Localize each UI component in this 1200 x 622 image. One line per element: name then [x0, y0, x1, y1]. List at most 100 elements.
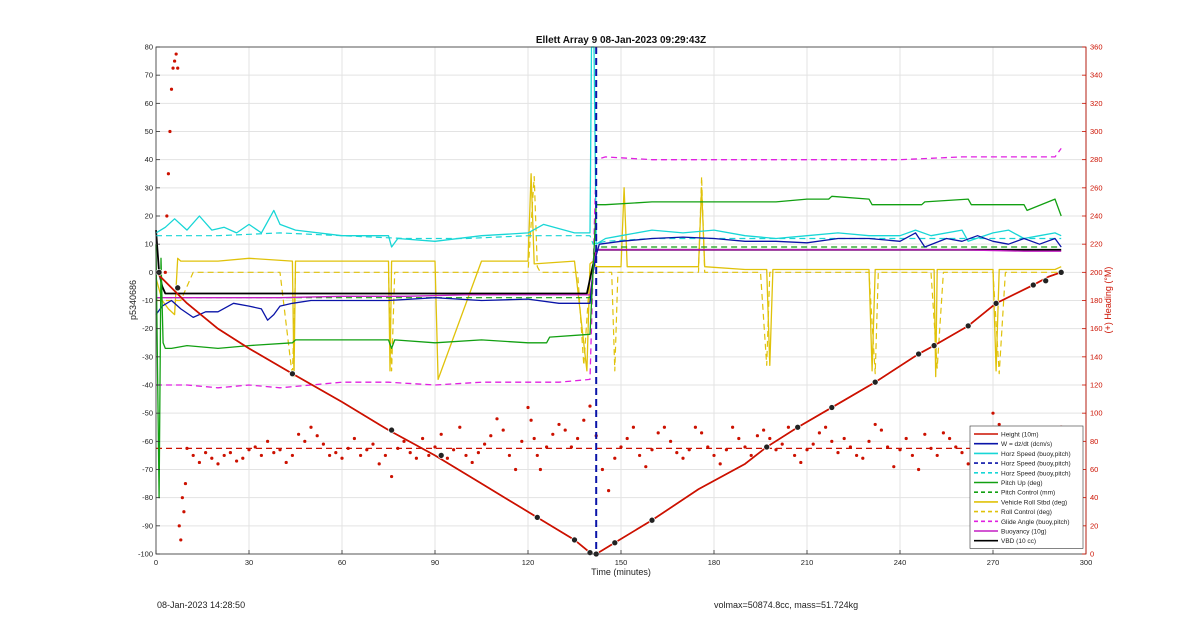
heading-point — [520, 439, 524, 443]
heading-point — [830, 439, 834, 443]
heading-point — [743, 445, 747, 449]
heading-point — [309, 425, 313, 429]
height-marker — [571, 536, 578, 544]
heading-point — [892, 465, 896, 469]
legend-label: Height (10m) — [1001, 432, 1039, 439]
heading-point — [179, 538, 183, 542]
series-pitch-up-deg — [155, 195, 1062, 499]
heading-point — [495, 417, 499, 421]
y-tick-label: -80 — [142, 493, 153, 502]
heading-point — [452, 448, 456, 452]
heading-point — [176, 66, 180, 70]
height-marker — [648, 516, 656, 524]
height-marker — [964, 322, 972, 330]
y-tick-label: -50 — [142, 409, 153, 418]
heading-point — [588, 404, 592, 408]
heading-point — [168, 129, 172, 134]
heading-point — [582, 418, 586, 422]
legend-label: W = dz/dt (dcm/s) — [1001, 441, 1052, 448]
legend-label: VBD (10 cc) — [1001, 538, 1036, 545]
y-right-tick-label: 20 — [1090, 521, 1098, 530]
x-tick-label: 90 — [431, 558, 439, 567]
heading-point — [799, 460, 803, 465]
heading-point — [731, 425, 735, 429]
series-horz-speed-buoy-pitch-dashed — [156, 232, 1062, 245]
y-right-tick-label: 300 — [1090, 127, 1103, 136]
heading-point — [700, 431, 704, 435]
y-tick-label: 10 — [145, 240, 153, 249]
legend-label: Pitch Up (deg) — [1001, 480, 1043, 487]
heading-point — [180, 496, 184, 500]
y-tick-label: 30 — [145, 183, 153, 192]
series-vehicle-roll-stbd-deg — [155, 173, 1062, 381]
x-tick-label: 300 — [1080, 558, 1093, 567]
y-right-tick-label: 280 — [1090, 155, 1103, 164]
heading-point — [222, 453, 226, 458]
footer-stats: volmax=50874.8cc, mass=51.724kg — [714, 600, 859, 610]
x-tick-label: 240 — [894, 558, 907, 567]
height-marker — [1029, 281, 1037, 289]
heading-point — [917, 467, 921, 472]
heading-point — [169, 87, 174, 91]
height-marker — [992, 299, 1000, 307]
height-marker — [1057, 268, 1065, 276]
heading-point — [836, 451, 840, 455]
heading-point — [749, 453, 753, 458]
y-right-tick-label: 200 — [1090, 268, 1103, 277]
heading-point — [177, 524, 181, 528]
heading-point — [315, 434, 319, 438]
heading-point — [352, 436, 356, 441]
y-right-tick-label: 60 — [1090, 465, 1098, 474]
heading-point — [514, 467, 518, 472]
height-marker — [763, 443, 771, 451]
heading-point — [340, 456, 344, 460]
y-right-tick-label: 0 — [1090, 550, 1094, 559]
heading-point — [414, 456, 418, 460]
y-right-tick-label: 340 — [1090, 71, 1103, 80]
heading-point — [334, 451, 338, 455]
y-tick-label: -30 — [142, 352, 153, 361]
heading-point — [737, 436, 741, 441]
heading-point — [557, 422, 561, 427]
x-tick-label: 0 — [154, 558, 158, 567]
heading-point — [204, 451, 208, 455]
heading-point — [163, 270, 167, 274]
heading-point — [439, 432, 443, 436]
height-marker — [289, 370, 296, 378]
heading-point — [371, 442, 375, 446]
y-tick-label: -20 — [142, 324, 153, 333]
legend-label: Buoyancy (10g) — [1001, 529, 1047, 536]
heading-point — [948, 436, 952, 441]
heading-point — [259, 453, 263, 458]
heading-point — [563, 428, 567, 432]
heading-point — [824, 425, 828, 429]
heading-point — [507, 453, 511, 458]
series-w-dz-dt-dcm-s — [155, 232, 1062, 321]
height-marker — [1042, 277, 1050, 285]
y-right-tick-label: 240 — [1090, 212, 1103, 221]
heading-point — [873, 422, 877, 427]
y-tick-label: 40 — [145, 155, 153, 164]
heading-point — [607, 489, 611, 493]
y-tick-label: -90 — [142, 521, 153, 530]
y-right-tick-label: 40 — [1090, 493, 1098, 502]
heading-point — [855, 453, 859, 458]
footer-date: 08-Jan-2023 14:28:50 — [157, 600, 246, 610]
heading-point — [718, 462, 722, 466]
y-tick-label: -70 — [142, 465, 153, 474]
y-right-tick-label: 140 — [1090, 352, 1103, 361]
chart-title: Ellett Array 9 08-Jan-2023 09:29:43Z — [536, 35, 706, 46]
heading-point — [390, 474, 394, 479]
x-tick-label: 150 — [615, 558, 628, 567]
heading-point — [173, 59, 177, 63]
heading-point — [768, 436, 772, 441]
y-right-tick-label: 220 — [1090, 240, 1103, 249]
heading-point — [197, 460, 201, 465]
heading-point — [811, 442, 815, 446]
x-axis-label: Time (minutes) — [591, 567, 651, 577]
height-marker — [586, 549, 594, 556]
heading-point — [669, 439, 673, 443]
heading-point — [297, 432, 301, 436]
y-right-tick-label: 100 — [1090, 409, 1103, 418]
